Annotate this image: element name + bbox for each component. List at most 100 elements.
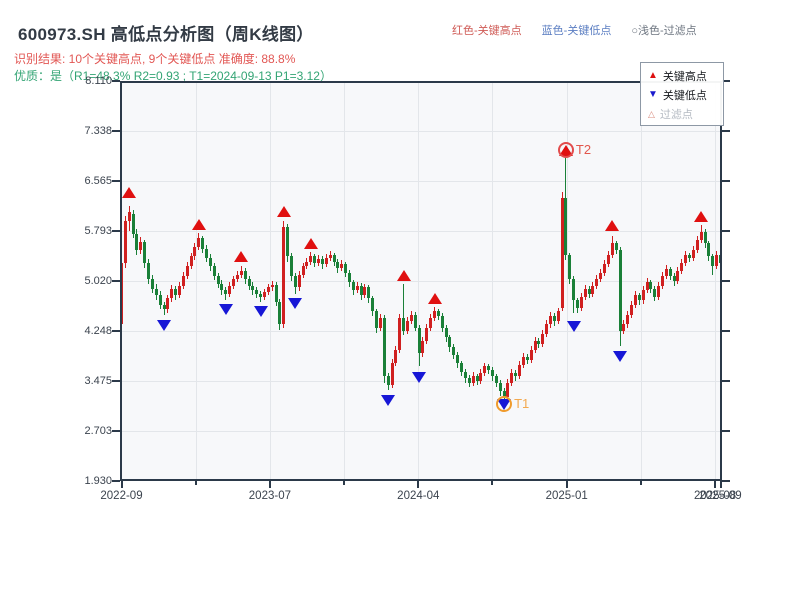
candle-body (143, 242, 147, 263)
y-tick-left (112, 130, 120, 132)
right-spine (720, 81, 722, 481)
candle-body (433, 311, 437, 318)
candle-body (672, 275, 676, 281)
x-major-tick (565, 481, 568, 488)
candle-body (301, 266, 305, 275)
candle-body (174, 288, 178, 296)
candle-body (622, 324, 626, 331)
candle-body (147, 262, 151, 280)
x-minor-tick (194, 481, 197, 485)
candle-body (340, 264, 344, 269)
candle-body (378, 317, 382, 328)
v-gridline (715, 83, 717, 479)
candle-body (247, 279, 251, 286)
candle-body (583, 288, 587, 297)
candle-body (371, 298, 375, 312)
key-high-marker (122, 186, 137, 198)
v-gridline (640, 83, 642, 479)
candle-body (541, 334, 545, 344)
header-legend-key-low: 蓝色-关键低点 (541, 25, 612, 37)
y-tick-right (722, 480, 730, 482)
candle-body (606, 255, 610, 265)
candle-body (170, 288, 174, 299)
x-major-tick (417, 481, 420, 488)
candle-body (429, 317, 433, 328)
candle-body (293, 275, 297, 288)
x-tick-label: 2023-07 (248, 490, 291, 502)
candle-body (413, 314, 417, 328)
x-minor-tick (343, 481, 346, 485)
key-low-marker (412, 371, 427, 383)
candle-body (382, 317, 386, 377)
candle-body (560, 198, 564, 309)
candle-body (653, 288, 657, 297)
candle-body (467, 378, 471, 383)
key-low-marker (218, 304, 233, 316)
legend-label: 关键高点 (662, 70, 707, 83)
v-gridline (418, 83, 420, 479)
candle-body (282, 227, 286, 325)
key-high-marker (191, 219, 206, 231)
candle-body (510, 372, 514, 383)
candle-body (533, 340, 537, 351)
candle-body (205, 248, 209, 258)
v-gridline (492, 83, 494, 479)
candle-body (255, 290, 259, 294)
candle-body (564, 198, 568, 256)
legend-item-key-high: ▲ 关键高点 (648, 66, 723, 85)
candle-body (630, 304, 634, 315)
candle-body (537, 340, 541, 344)
y-tick-label: 3.475 (84, 374, 112, 387)
key-high-marker (694, 211, 709, 223)
y-tick-left (112, 80, 120, 82)
candle-body (545, 324, 549, 335)
candle-body (208, 257, 212, 267)
candle-body (460, 363, 464, 372)
candle-body (440, 315, 444, 328)
y-tick-right (722, 180, 730, 182)
candle-body (494, 376, 498, 383)
candle-body (688, 255, 692, 258)
candle-body (456, 354, 460, 364)
candle-body (286, 227, 290, 257)
candle-body (576, 300, 579, 309)
candle-body (224, 290, 228, 294)
recognition-result-text: 识别结果: 10个关键高点, 9个关键低点 准确度: 88.8% (14, 52, 296, 66)
candle-body (552, 315, 556, 322)
legend-label: 过滤点 (659, 108, 693, 121)
y-tick-left (112, 230, 120, 232)
candle-body (633, 295, 637, 305)
candle-body (216, 275, 220, 284)
key-high-marker (396, 269, 411, 281)
candle-body (436, 311, 440, 316)
y-tick-right (722, 330, 730, 332)
y-tick-left (112, 180, 120, 182)
v-gridline (344, 83, 346, 479)
y-tick-label: 5.020 (84, 274, 112, 287)
key-high-marker (234, 251, 249, 263)
candle-body (344, 264, 348, 273)
candle-body (336, 261, 340, 269)
y-tick-label: 7.338 (84, 124, 112, 137)
candle-body (684, 255, 688, 263)
x-major-tick (268, 481, 271, 488)
down-triangle-icon: ▼ (648, 88, 658, 100)
candle-body (201, 238, 205, 249)
candle-body (131, 214, 135, 234)
y-tick-label: 1.930 (84, 474, 112, 487)
candle-body (193, 246, 197, 257)
candle-body (661, 275, 665, 286)
legend-item-key-low: ▼ 关键低点 (648, 85, 723, 104)
candle-body (348, 272, 351, 283)
plot-area: T1 T2 (120, 81, 722, 481)
candle-body (305, 261, 309, 267)
candle-body (274, 284, 278, 302)
candle-body (649, 282, 653, 289)
x-tick-label: 2025-09 (699, 490, 742, 502)
candle-body (637, 295, 641, 301)
candle-body (197, 238, 201, 247)
candle-body (529, 350, 533, 360)
key-low-marker (253, 305, 268, 317)
candle-body (402, 317, 406, 331)
